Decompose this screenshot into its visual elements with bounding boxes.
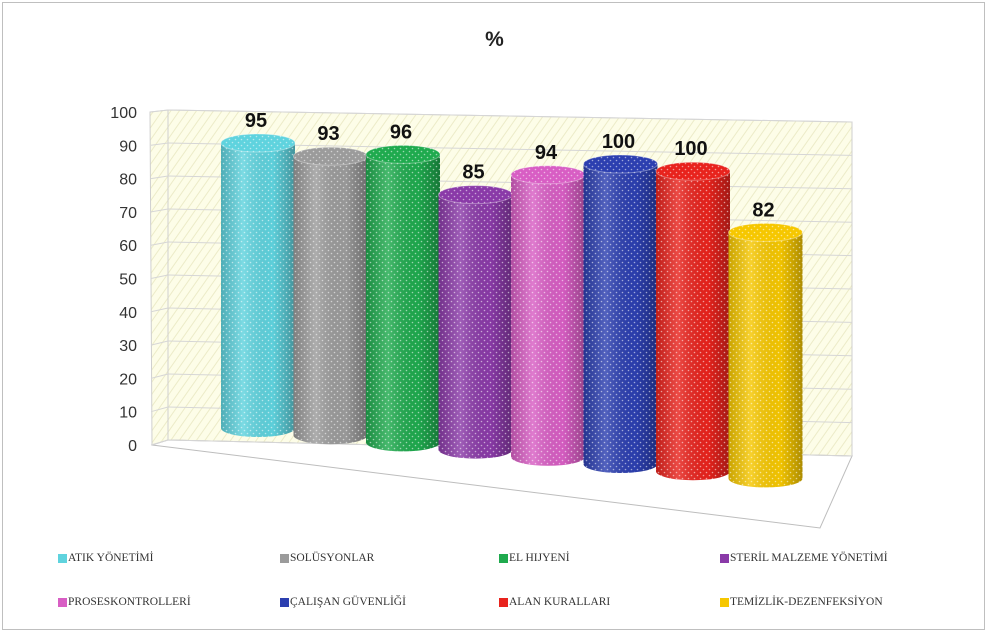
bar-texture — [293, 156, 368, 445]
bar-texture — [728, 232, 803, 488]
legend-item: TEMİZLİK-DEZENFEKSİYON — [720, 596, 883, 608]
bar — [220, 133, 296, 437]
legend-swatch — [720, 597, 729, 607]
data-label: 100 — [602, 131, 635, 153]
bar-top-texture — [583, 155, 658, 173]
bar — [510, 165, 586, 466]
y-tick-label: 80 — [119, 172, 137, 189]
y-tick-label: 10 — [119, 405, 137, 422]
legend-label: ÇALIŞAN GÜVENLİĞİ — [290, 596, 406, 608]
side-wall — [149, 109, 169, 446]
gridline-side — [150, 373, 169, 379]
legend-item: ÇALIŞAN GÜVENLİĞİ — [280, 596, 406, 608]
legend-swatch — [499, 553, 508, 563]
chart-title: % — [485, 28, 504, 51]
data-label: 100 — [674, 138, 707, 160]
gridline — [167, 109, 853, 123]
legend-item: SOLÜSYONLAR — [280, 552, 374, 564]
legend-item: ATIK YÖNETİMİ — [58, 552, 154, 564]
bar-texture — [656, 171, 731, 481]
legend-label: EL HIJYENİ — [509, 552, 570, 564]
bar — [655, 161, 731, 481]
legend-label: ALAN KURALLARI — [509, 596, 611, 608]
data-label: 85 — [462, 162, 484, 184]
y-tick-label: 20 — [119, 371, 137, 388]
bar-texture — [366, 154, 440, 452]
legend-swatch — [720, 553, 729, 563]
gridline-side — [150, 208, 169, 213]
legend-item: PROSESKONTROLLERİ — [58, 596, 191, 608]
bar-top-texture — [511, 165, 585, 184]
legend-swatch — [58, 553, 67, 563]
legend-swatch — [499, 597, 508, 607]
gridline-side — [150, 307, 169, 313]
data-labels: 95 93 96 85 94 100 100 82 — [245, 110, 775, 221]
y-tick-label: 30 — [119, 338, 137, 355]
bar-texture — [221, 143, 295, 437]
y-tick-label: 0 — [128, 438, 137, 455]
legend-label: ATIK YÖNETİMİ — [68, 552, 154, 564]
data-label: 82 — [752, 199, 774, 221]
legend-label: PROSESKONTROLLERİ — [68, 596, 191, 608]
bar — [583, 154, 658, 473]
gridline-side — [150, 439, 169, 446]
bar — [365, 144, 441, 452]
bar-top-texture — [438, 185, 513, 204]
legend-item: ALAN KURALLARI — [499, 596, 610, 608]
y-axis: 0 10 20 30 40 50 60 70 80 90 100 — [110, 105, 137, 455]
y-tick-label: 60 — [119, 238, 137, 255]
y-tick-label: 100 — [110, 105, 137, 122]
gridline-side — [150, 109, 169, 113]
bar-texture — [583, 164, 658, 473]
gridline-side — [150, 142, 169, 146]
y-tick-label: 50 — [119, 272, 137, 289]
data-label: 93 — [317, 123, 339, 145]
data-label: 96 — [390, 121, 412, 143]
bars — [220, 133, 803, 488]
legend-item: EL HIJYENİ — [499, 552, 570, 564]
gridline-side — [150, 340, 169, 346]
legend-label: SOLÜSYONLAR — [290, 552, 375, 564]
y-tick-label: 90 — [119, 138, 137, 155]
bar-top-texture — [293, 147, 368, 166]
bar-top-texture — [221, 134, 295, 152]
legend-label: STERİL MALZEME YÖNETİMİ — [730, 552, 888, 564]
bar — [293, 146, 368, 445]
bar-top-texture — [728, 223, 803, 242]
y-tick-label: 70 — [119, 205, 137, 222]
bar-texture — [511, 174, 585, 466]
legend-item: STERİL MALZEME YÖNETİMİ — [720, 552, 888, 564]
legend-swatch — [58, 597, 67, 607]
gridline-side — [150, 175, 169, 180]
bar — [438, 185, 513, 459]
bar-top-texture — [366, 145, 440, 164]
legend-label: TEMİZLİK-DEZENFEKSİYON — [730, 596, 883, 608]
y-tick-label: 40 — [119, 305, 137, 322]
legend-swatch — [280, 553, 289, 563]
legend-swatch — [280, 597, 289, 607]
data-label: 94 — [535, 142, 558, 164]
gridline-side — [150, 274, 169, 279]
gridline-side — [150, 406, 169, 413]
bar-top-texture — [656, 162, 730, 181]
bar — [728, 222, 803, 488]
data-label: 95 — [245, 110, 267, 132]
gridline-side — [150, 241, 169, 246]
bar-texture — [438, 194, 513, 459]
